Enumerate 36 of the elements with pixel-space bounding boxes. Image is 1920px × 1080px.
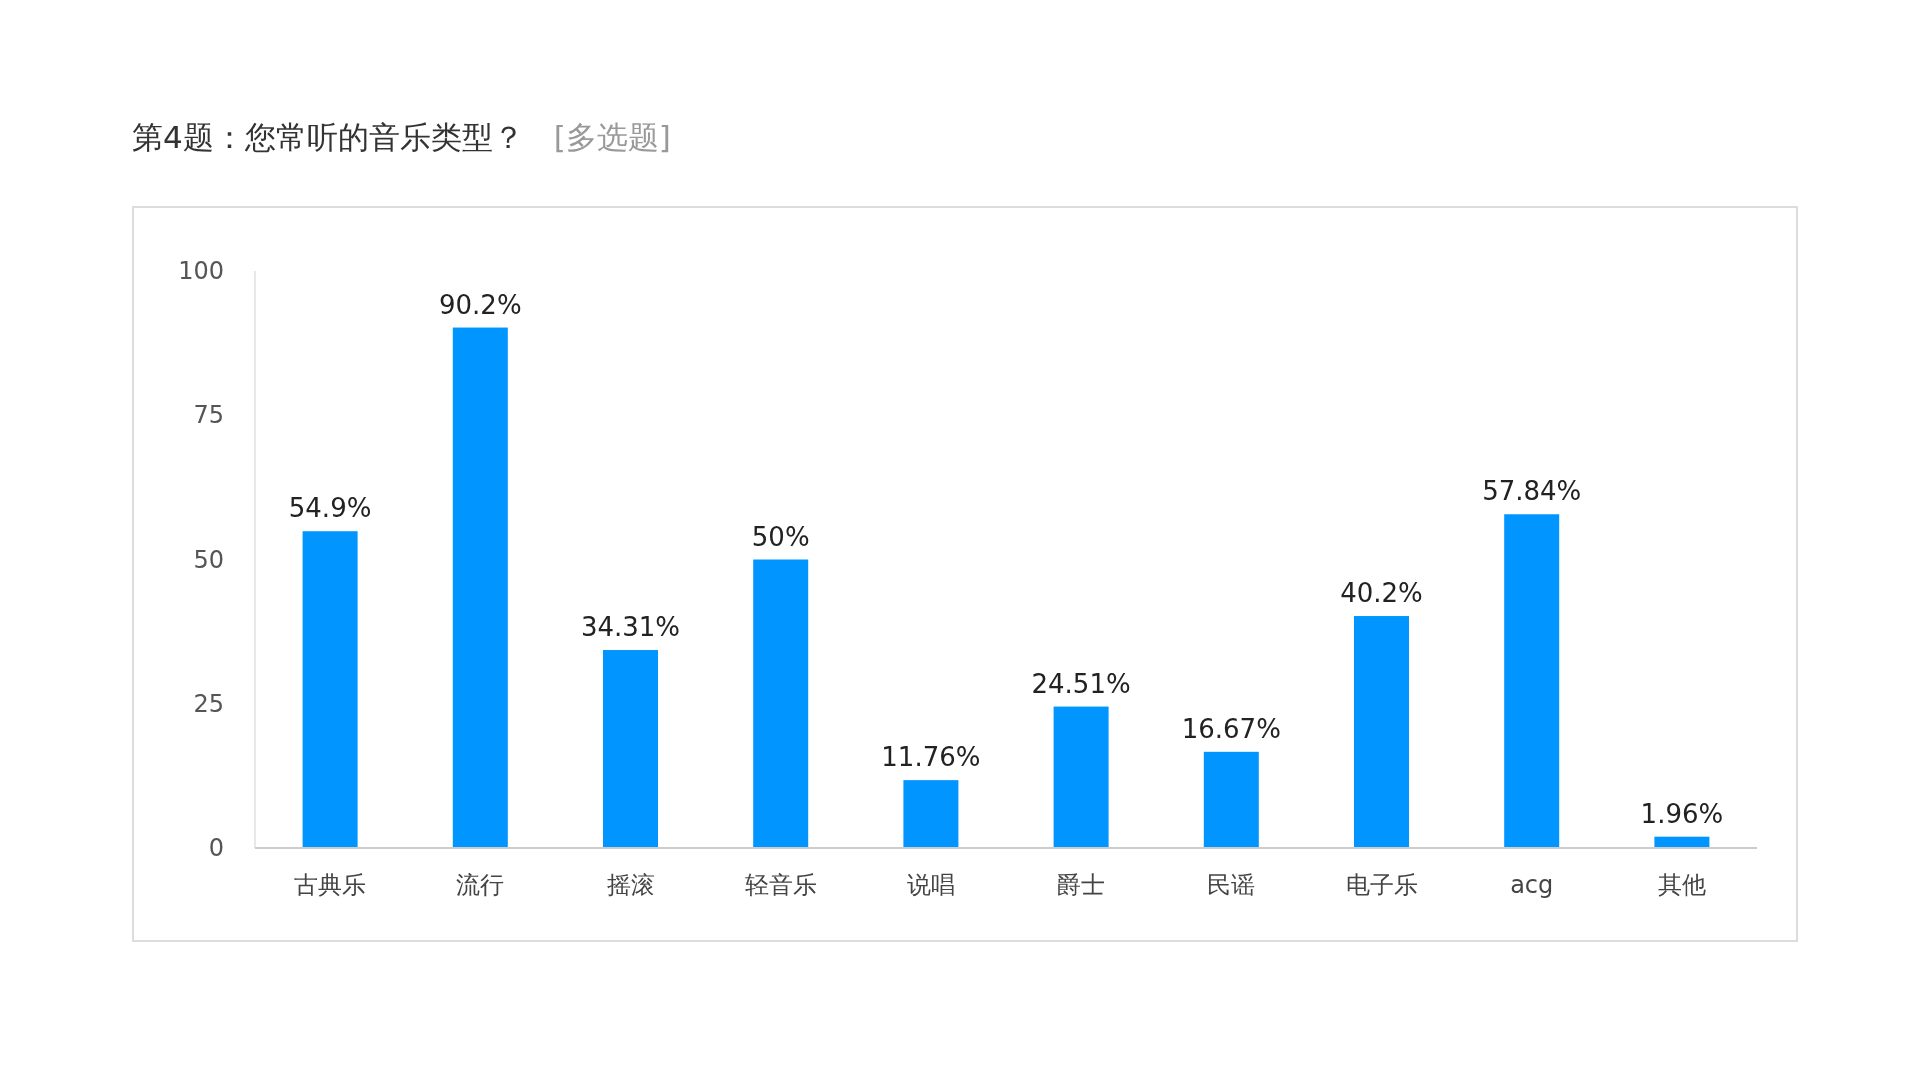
x-tick-label: 民谣 xyxy=(1207,871,1256,899)
data-label: 50% xyxy=(751,521,810,552)
bar xyxy=(1504,514,1560,848)
y-tick-label: 100 xyxy=(178,257,224,285)
data-label: 34.31% xyxy=(580,612,681,643)
bar xyxy=(603,650,658,848)
y-tick-label: 75 xyxy=(193,401,224,430)
x-tick-label: 古典乐 xyxy=(294,871,367,899)
x-tick-label: acg xyxy=(1510,871,1554,899)
data-label: 90.2% xyxy=(439,289,522,320)
bar xyxy=(452,327,508,848)
bar xyxy=(302,531,358,848)
chart-subtitle: [多选题] xyxy=(553,119,671,155)
bar xyxy=(1053,706,1109,848)
x-tick-label: 摇滚 xyxy=(606,871,655,899)
x-tick-label: 流行 xyxy=(456,871,505,899)
bar xyxy=(1354,616,1409,848)
data-label: 16.67% xyxy=(1181,713,1281,744)
data-label: 54.9% xyxy=(288,493,372,524)
x-tick-label: 电子乐 xyxy=(1345,871,1418,899)
x-tick-label: 其他 xyxy=(1657,871,1706,899)
data-label: 1.96% xyxy=(1640,798,1724,829)
x-tick-label: 轻音乐 xyxy=(744,871,817,899)
bar xyxy=(1203,751,1259,848)
bar xyxy=(903,780,959,848)
y-tick-label: 50 xyxy=(193,545,224,574)
y-tick-label: 25 xyxy=(193,689,224,718)
data-label: 11.76% xyxy=(881,742,981,773)
data-label: 40.2% xyxy=(1340,578,1423,609)
x-tick-label: 说唱 xyxy=(906,871,955,899)
data-label: 57.84% xyxy=(1482,476,1582,507)
bar xyxy=(753,559,809,848)
data-label: 24.51% xyxy=(1031,668,1131,699)
y-tick-label: 0 xyxy=(208,834,224,862)
x-tick-label: 爵士 xyxy=(1057,871,1106,899)
chart-title: 第4题：您常听的音乐类型？ xyxy=(132,119,524,155)
